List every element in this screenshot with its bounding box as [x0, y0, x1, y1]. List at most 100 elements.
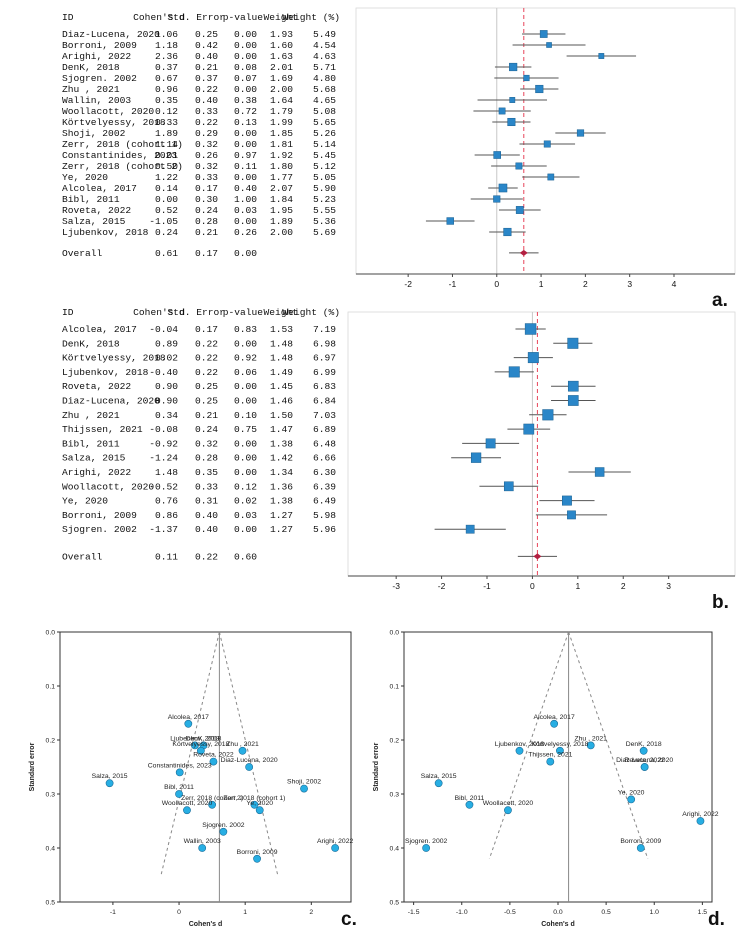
- row-value-p: 0.06: [234, 367, 257, 378]
- study-point: Ye, 2020: [246, 800, 273, 815]
- effect-square: [567, 510, 576, 520]
- study-point-label: Ljubenkov, 2018: [170, 735, 220, 742]
- study-marker: [105, 779, 114, 788]
- study-point: Zhu , 2021: [226, 741, 259, 755]
- effect-square: [507, 117, 516, 127]
- effect-square: [561, 495, 572, 506]
- study-label: Diaz-Lucena, 2020: [62, 396, 160, 407]
- row-value-wp: 5.05: [313, 172, 336, 183]
- study-marker: [546, 757, 555, 766]
- forest-row: Woollacott, 2020-0.52 0.33 0.12 1.36 6.39: [62, 481, 539, 492]
- row-value-p: 0.92: [234, 353, 257, 364]
- x-tick-label: 4: [672, 279, 677, 289]
- study-label: Salza, 2015: [62, 453, 126, 464]
- column-header: p-value: [223, 307, 264, 318]
- x-tick-label: -1: [449, 279, 457, 289]
- row-value-wp: 6.30: [313, 467, 336, 478]
- y-axis-title: Standard error: [29, 742, 36, 791]
- plot-area: [403, 631, 713, 903]
- row-value-d: 0.02: [155, 353, 178, 364]
- panel-label: c.: [341, 909, 357, 930]
- row-value-p: 1.00: [234, 194, 257, 205]
- study-label: Zerr, 2018 (cohort 1): [62, 139, 183, 150]
- row-value-wp: 5.98: [313, 510, 336, 521]
- row-value-se: 0.22: [195, 367, 218, 378]
- row-value-wp: 6.49: [313, 496, 336, 507]
- row-value-w: 1.85: [270, 128, 293, 139]
- x-tick-label: 1.0: [650, 909, 660, 916]
- study-label: Alcolea, 2017: [62, 324, 137, 335]
- row-value-p: 0.00: [234, 172, 257, 183]
- forest-row: DenK, 2018 0.37 0.21 0.08 2.01 5.71: [62, 62, 532, 73]
- row-value-se: 0.40: [195, 510, 218, 521]
- row-value-d: 0.37: [155, 62, 178, 73]
- forest-row: Ye, 2020 1.22 0.33 0.00 1.77 5.05: [62, 172, 580, 183]
- row-value-d: -0.92: [149, 438, 178, 449]
- row-value-w: 1.63: [270, 51, 293, 62]
- x-axis-title: Cohen's d: [541, 921, 575, 928]
- study-marker: [515, 746, 524, 755]
- row-value-wp: 5.23: [313, 194, 336, 205]
- forest-row: Zerr, 2018 (cohort 2)0.50 0.32 0.11 1.80 5.1…: [62, 161, 547, 172]
- row-value-w: 1.38: [270, 496, 293, 507]
- row-value-d: -0.08: [149, 424, 178, 435]
- study-point: Zhu , 2021: [574, 735, 607, 750]
- row-value-p: 0.08: [234, 62, 257, 73]
- y-tick-label: 0.4: [46, 846, 56, 853]
- row-value-d: 0.96: [155, 84, 178, 95]
- row-value-se: 0.33: [195, 481, 218, 492]
- study-label: DenK, 2018: [62, 338, 120, 349]
- effect-square: [594, 467, 605, 477]
- row-value-w: 1.48: [270, 338, 293, 349]
- study-point: Roveta, 2022: [193, 752, 234, 766]
- row-value-p: 0.26: [234, 227, 257, 238]
- effect-square: [503, 481, 514, 492]
- forest-row: Arighi, 2022 2.36 0.40 0.00 1.63 4.63: [62, 51, 637, 62]
- x-tick-label: 0.0: [553, 909, 563, 916]
- row-value-wp: 5.36: [313, 216, 336, 227]
- study-point-label: Zhu , 2021: [574, 735, 607, 742]
- effect-square: [503, 227, 512, 237]
- study-marker: [209, 757, 218, 766]
- x-tick-label: 1: [243, 909, 247, 916]
- row-value-w: 1.84: [270, 194, 293, 205]
- row-value-d: 0.12: [155, 106, 178, 117]
- study-marker: [434, 779, 443, 788]
- study-point: Woollacott, 2020: [162, 800, 212, 815]
- row-value-se: 0.31: [195, 496, 218, 507]
- row-value-p: 0.00: [234, 139, 257, 150]
- effect-square: [493, 151, 502, 159]
- row-value-d: 0.50: [155, 161, 178, 172]
- effect-square: [576, 129, 585, 137]
- row-value-d: 0.67: [155, 73, 178, 84]
- row-value-wp: 6.83: [313, 381, 336, 392]
- row-value-se: 0.40: [195, 524, 218, 535]
- study-point-label: Arighi, 2022: [682, 811, 718, 818]
- x-tick-label: 1.5: [698, 909, 708, 916]
- column-header: Cohen's d: [133, 307, 185, 318]
- study-marker: [465, 800, 474, 809]
- row-value-wp: 5.65: [313, 117, 336, 128]
- study-label: Bibl, 2011: [62, 194, 120, 205]
- column-header: Std. Error: [167, 307, 225, 318]
- effect-square: [515, 162, 523, 170]
- study-point-label: Thijssen, 2021: [528, 752, 572, 759]
- row-value-wp: 5.71: [313, 62, 336, 73]
- study-point: Arighi, 2022: [682, 811, 719, 825]
- study-point-label: Ljubenkov, 2018: [495, 741, 545, 748]
- row-value-se: 0.24: [195, 424, 218, 435]
- row-value-se: 0.22: [195, 84, 218, 95]
- study-label: Thijssen, 2021: [62, 424, 143, 435]
- row-value-w: 1.81: [270, 139, 293, 150]
- forest-row: Borroni, 2009 1.18 0.42 0.00 1.60 4.54: [62, 40, 586, 51]
- effect-square: [446, 217, 454, 225]
- x-tick-label: -1.0: [456, 909, 468, 916]
- study-label: Constantinides, 2023: [62, 150, 177, 161]
- column-header: Weight (%): [282, 12, 340, 23]
- row-value-p: 0.00: [234, 524, 257, 535]
- study-label: Körtvelyessy, 2018: [62, 117, 166, 128]
- row-value-w: 1.47: [270, 424, 293, 435]
- x-tick-label: 2: [309, 909, 313, 916]
